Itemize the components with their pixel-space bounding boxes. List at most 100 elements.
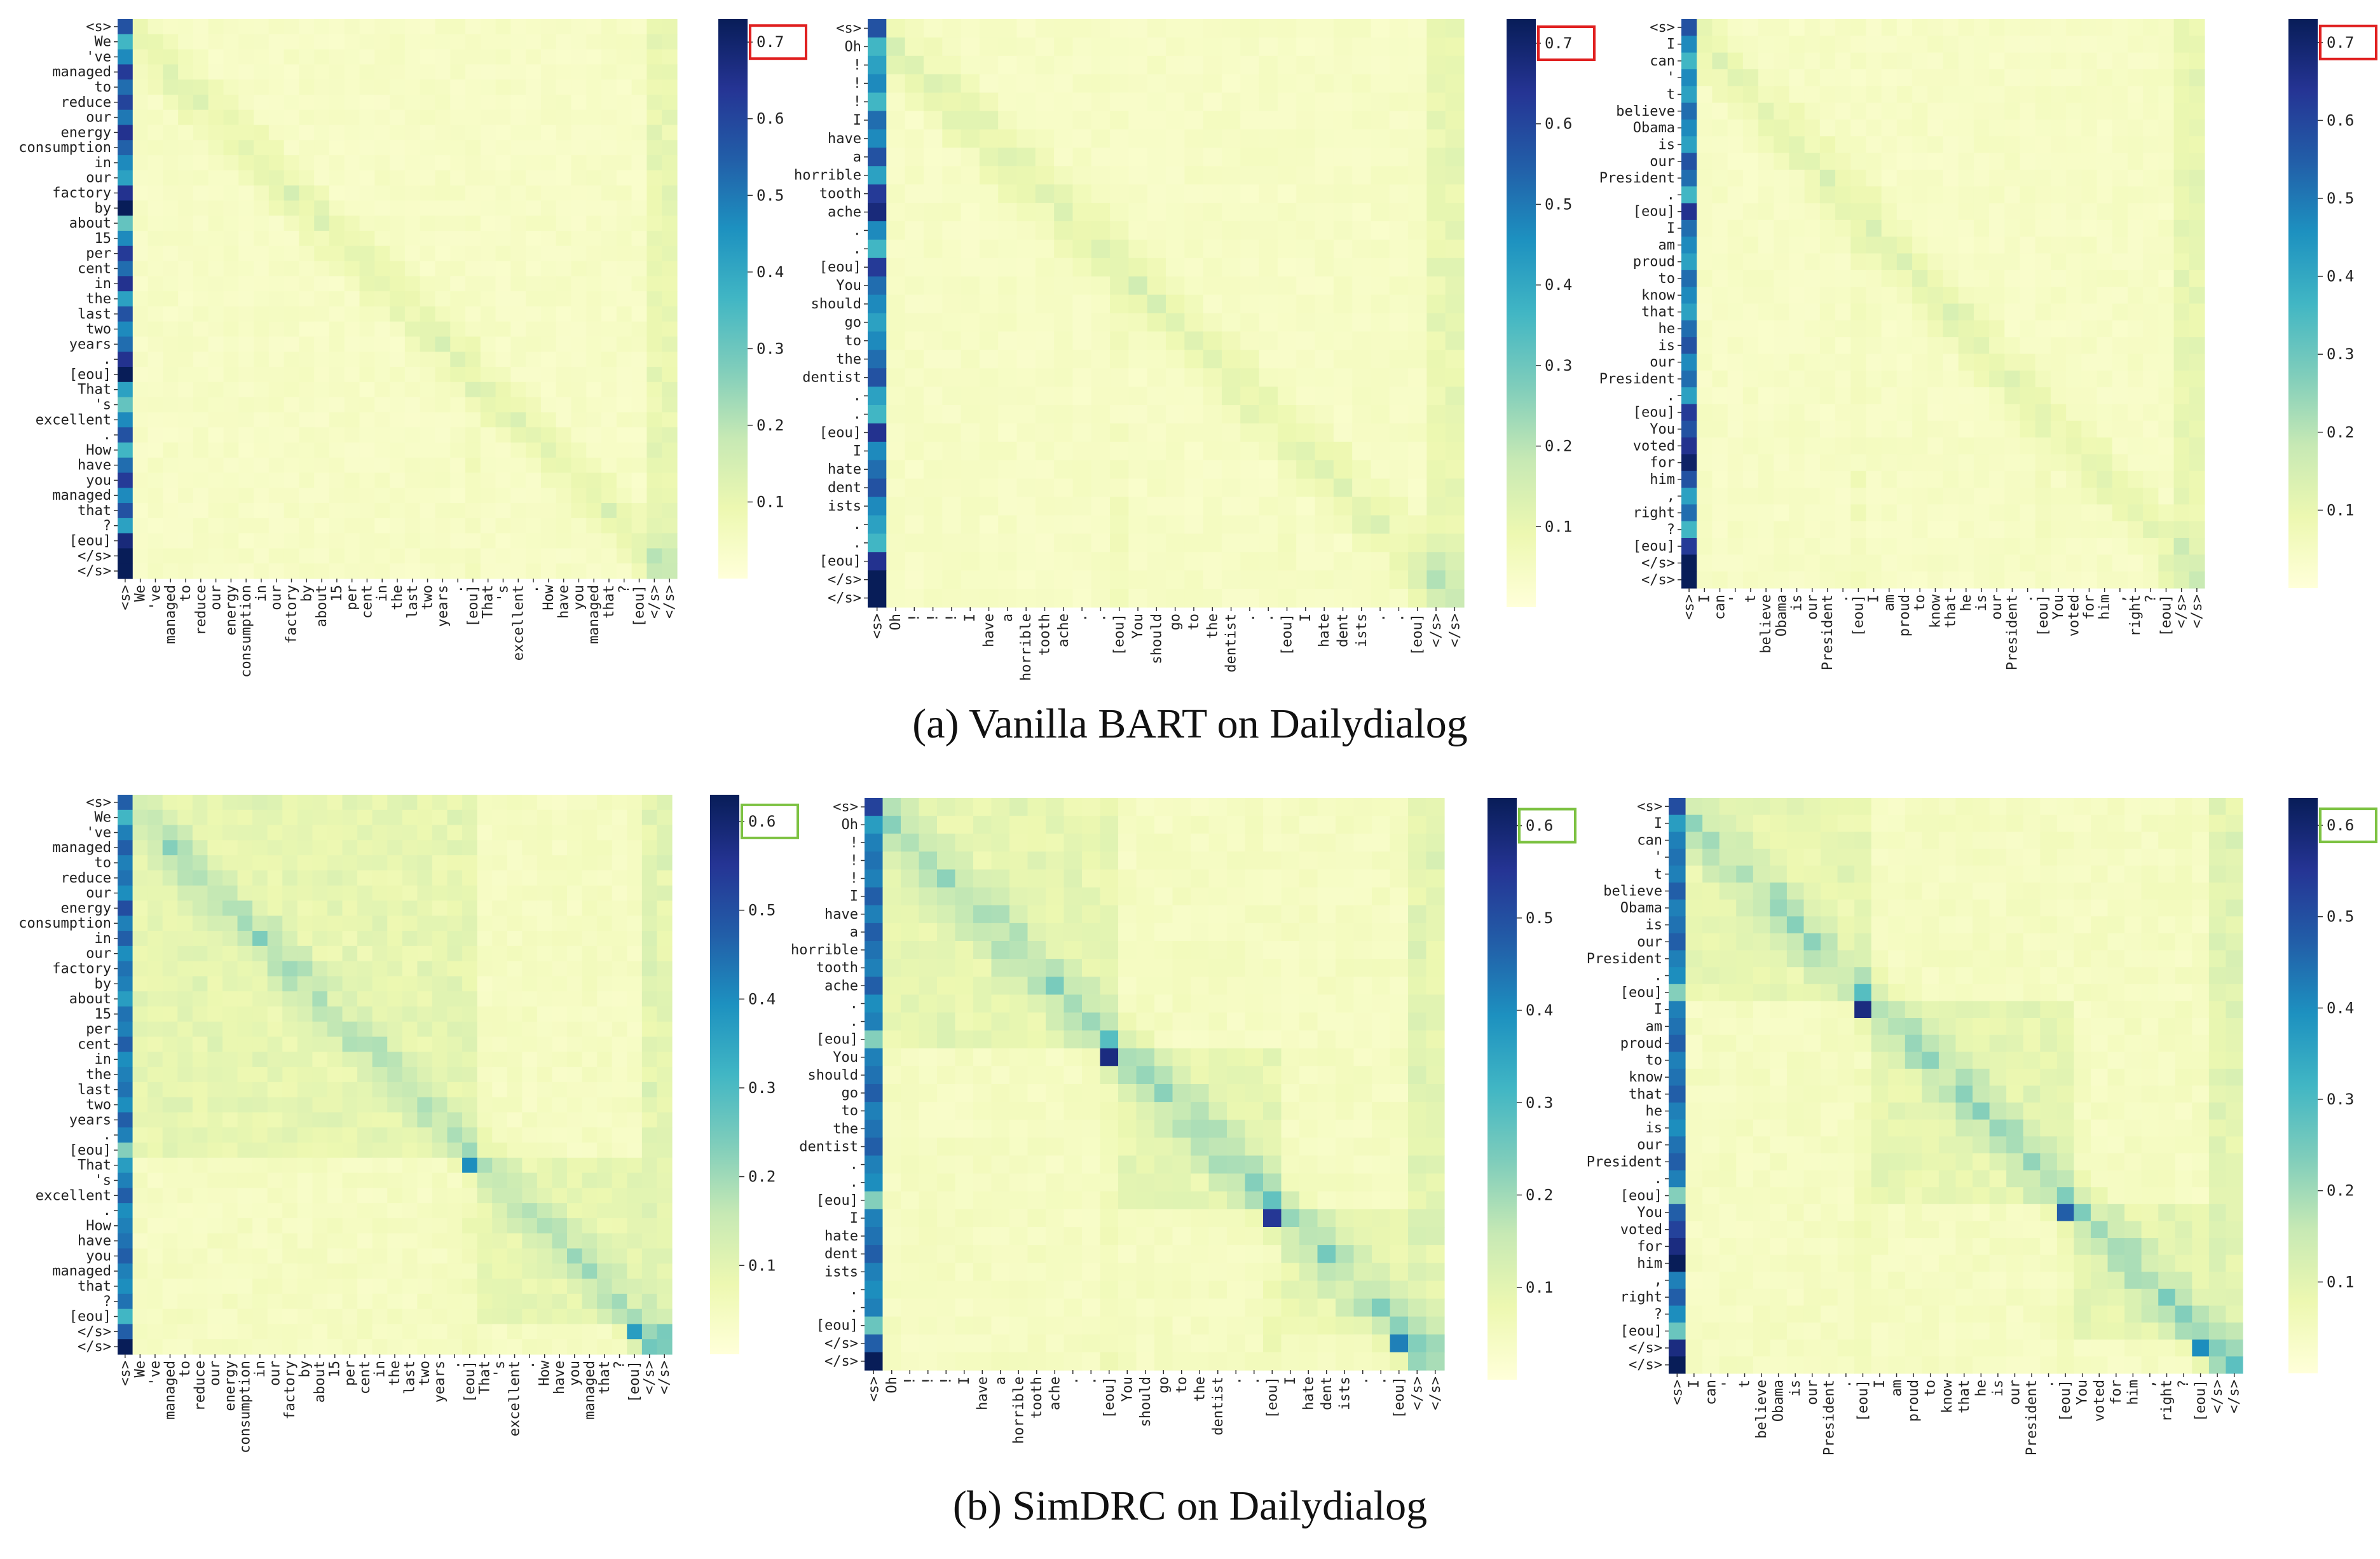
heatmap-cell: [961, 387, 980, 406]
heatmap-cell: [1408, 258, 1427, 277]
heatmap-cell: [1054, 515, 1074, 534]
heatmap-cell: [387, 1006, 403, 1022]
heatmap-cell: [435, 563, 451, 579]
heatmap-cell: [1789, 119, 1805, 137]
heatmap-cell: [556, 321, 572, 338]
heatmap-cell: [1016, 497, 1036, 516]
heatmap-cell: [477, 809, 493, 826]
heatmap-cell: [132, 1021, 148, 1038]
heatmap-cell: [359, 291, 375, 307]
heatmap-cell: [1989, 454, 2005, 472]
heatmap-cell: [1166, 111, 1185, 130]
heatmap-cell: [314, 397, 330, 413]
heatmap-cell: [238, 79, 254, 95]
x-tick-label: President: [1820, 594, 1836, 670]
heatmap-cell: [886, 570, 906, 589]
heatmap-cell: [2143, 354, 2159, 371]
heatmap-cell: [329, 261, 345, 277]
heatmap-cell: [162, 961, 178, 977]
heatmap-cell: [1072, 589, 1092, 608]
heatmap-cell: [1958, 153, 1974, 170]
heatmap-cell: [1184, 294, 1204, 314]
heatmap-cell: [222, 961, 238, 977]
heatmap-cell: [420, 230, 436, 247]
y-tick-label: that: [78, 503, 111, 519]
heatmap-cell: [2096, 136, 2113, 154]
heatmap-cell: [344, 79, 360, 95]
heatmap-cell: [329, 488, 345, 504]
heatmap-cell: [118, 245, 133, 262]
heatmap-cell: [1035, 258, 1055, 277]
heatmap-cell: [510, 230, 526, 247]
heatmap-cell: [390, 34, 406, 50]
heatmap-cell: [657, 1067, 673, 1083]
heatmap-cell: [540, 34, 557, 50]
heatmap-cell: [1240, 313, 1260, 333]
heatmap-cell: [252, 916, 268, 931]
heatmap-cell: [147, 367, 163, 383]
heatmap-cell: [1742, 370, 1759, 388]
heatmap-cell: [646, 276, 662, 292]
heatmap-cell: [359, 472, 375, 488]
heatmap-cell: [646, 140, 662, 156]
heatmap-cell: [507, 976, 523, 992]
heatmap-cell: [1850, 169, 1867, 187]
heatmap-cell: [662, 125, 678, 141]
heatmap-cell: [1147, 497, 1166, 516]
heatmap-cell: [435, 216, 451, 231]
heatmap-cell: [254, 261, 270, 277]
heatmap-cell: [1166, 37, 1185, 57]
heatmap-cell: [314, 518, 330, 534]
heatmap-cell: [329, 109, 345, 126]
heatmap-cell: [2066, 454, 2082, 472]
heatmap-cell: [480, 442, 496, 458]
heatmap-cell: [1371, 184, 1390, 203]
heatmap-cell: [1203, 533, 1222, 553]
heatmap-cell: [1804, 119, 1821, 137]
heatmap-cell: [284, 367, 299, 383]
heatmap-cell: [571, 276, 587, 292]
heatmap-cell: [2143, 287, 2159, 305]
heatmap-cell: [1426, 276, 1446, 296]
heatmap-cell: [1712, 219, 1728, 237]
heatmap-cell: [237, 1006, 253, 1022]
colorbar-tick-label: 0.1: [1545, 518, 1572, 535]
heatmap-cell: [147, 155, 163, 171]
heatmap-cell: [372, 976, 388, 992]
heatmap-cell: [1896, 36, 1913, 53]
x-tick-label: How: [541, 584, 557, 610]
heatmap-cell: [567, 1127, 583, 1143]
heatmap-cell: [641, 1143, 658, 1158]
heatmap-cell: [1315, 589, 1334, 608]
heatmap-cell: [1912, 119, 1928, 137]
heatmap-cell: [2112, 488, 2128, 505]
heatmap-cell: [417, 976, 433, 992]
heatmap-cell: [1091, 19, 1111, 38]
heatmap-cell: [2112, 370, 2128, 388]
colorbar-tick-label: 0.4: [756, 263, 784, 281]
heatmap-cell: [2066, 287, 2082, 305]
heatmap-cell: [2096, 521, 2113, 539]
heatmap-cell: [510, 49, 526, 65]
heatmap-cell: [1774, 354, 1790, 371]
heatmap-cell: [1758, 404, 1774, 422]
heatmap-cell: [447, 931, 463, 947]
heatmap-cell: [2112, 153, 2128, 170]
heatmap-cell: [282, 1188, 298, 1204]
heatmap-cell: [208, 352, 224, 367]
heatmap-cell: [1091, 478, 1111, 498]
heatmap-cell: [1774, 136, 1790, 154]
heatmap-cell: [1881, 186, 1898, 204]
heatmap-cell: [979, 441, 999, 461]
heatmap-cell: [567, 945, 583, 962]
heatmap-cell: [2066, 554, 2082, 572]
heatmap-cell: [886, 478, 906, 498]
heatmap-cell: [571, 367, 587, 383]
heatmap-cell: [961, 294, 980, 314]
heatmap-cell: [556, 79, 572, 95]
heatmap-cell: [998, 92, 1018, 112]
heatmap-cell: [868, 294, 887, 314]
heatmap-cell: [540, 216, 557, 231]
heatmap-cell: [329, 94, 345, 111]
heatmap-cell: [1727, 86, 1744, 104]
